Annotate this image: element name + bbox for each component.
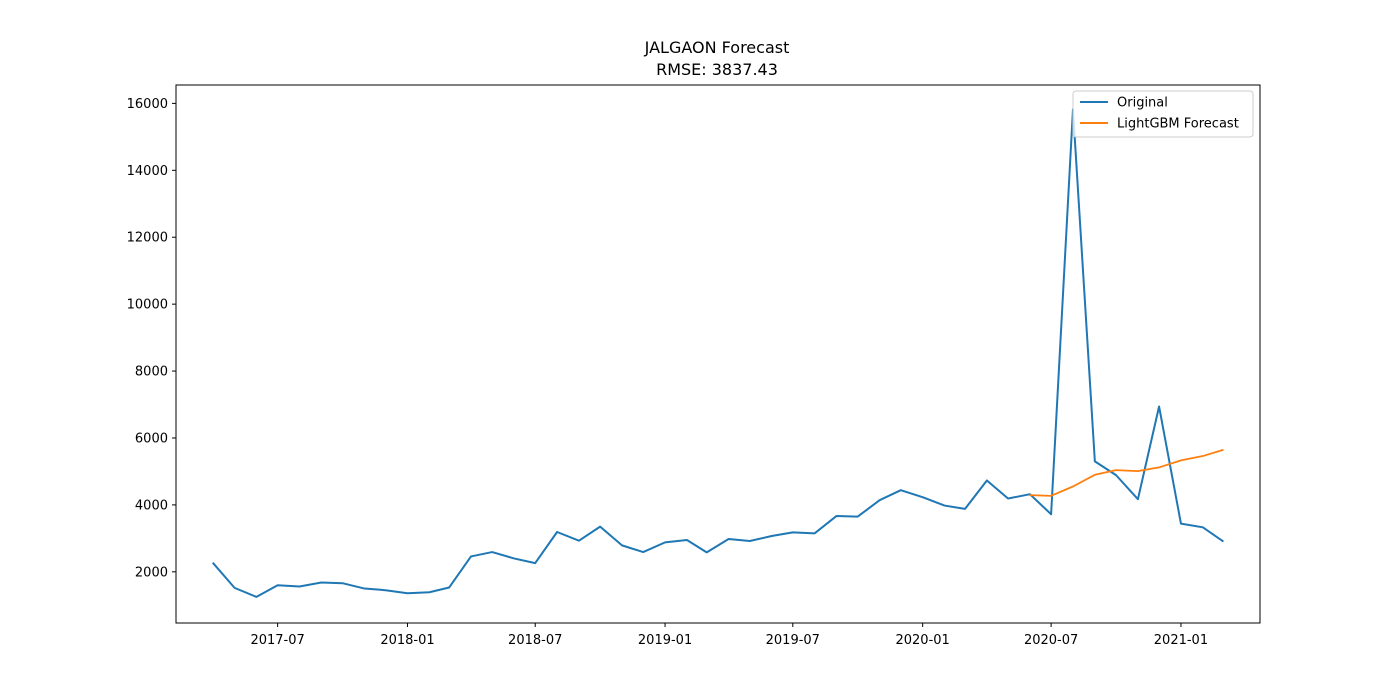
y-tick-label: 16000 [127, 97, 168, 112]
y-tick-label: 6000 [135, 431, 168, 446]
x-tick-label: 2017-07 [250, 633, 304, 648]
series-line-original [211, 108, 1224, 598]
y-tick-label: 4000 [135, 498, 168, 513]
legend-label: LightGBM Forecast [1117, 117, 1239, 132]
chart-title: JALGAON Forecast [644, 38, 790, 57]
x-tick-label: 2018-01 [380, 633, 434, 648]
legend-label: Original [1117, 96, 1168, 111]
y-tick-label: 12000 [127, 231, 168, 246]
chart-subtitle: RMSE: 3837.43 [656, 60, 778, 79]
x-tick-label: 2018-07 [508, 633, 562, 648]
x-tick-label: 2019-01 [638, 633, 692, 648]
x-tick-label: 2020-01 [895, 633, 949, 648]
x-tick-label: 2020-07 [1024, 633, 1078, 648]
y-tick-label: 10000 [127, 298, 168, 313]
series-line-forecast [1029, 448, 1224, 497]
y-tick-label: 8000 [135, 365, 168, 380]
y-tick-label: 14000 [127, 164, 168, 179]
x-tick-label: 2021-01 [1154, 633, 1208, 648]
axes-frame [175, 84, 1261, 624]
legend-box [1072, 90, 1254, 138]
y-tick-label: 2000 [135, 565, 168, 580]
legend: Original LightGBM Forecast [1072, 90, 1254, 138]
x-tick-label: 2019-07 [766, 633, 820, 648]
